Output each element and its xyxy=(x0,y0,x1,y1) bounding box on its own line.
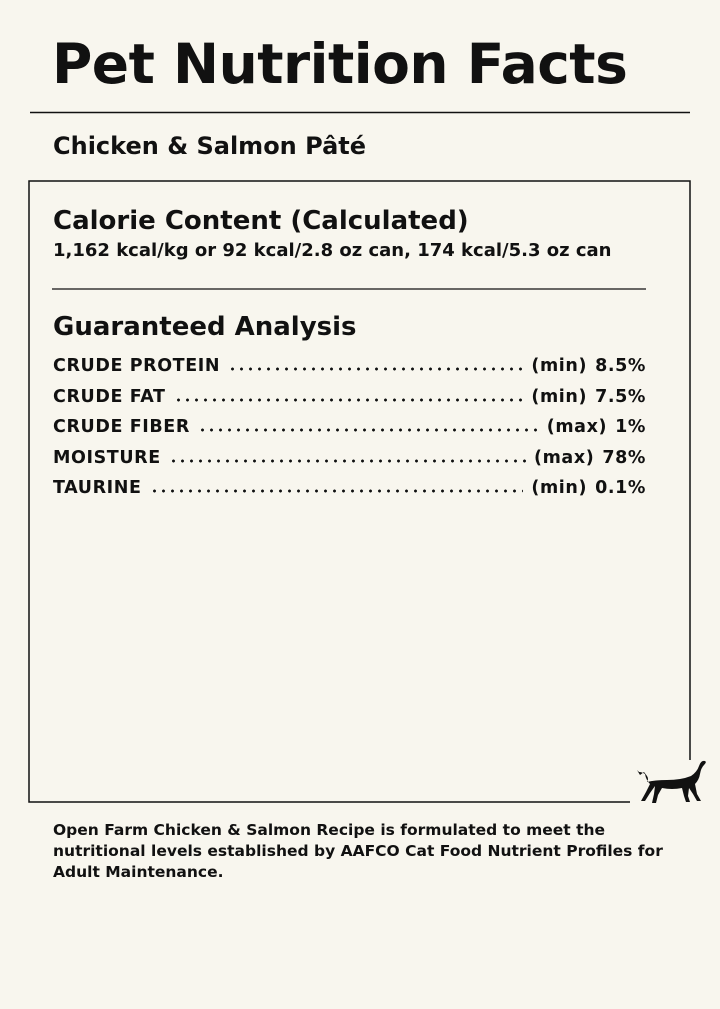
dot-leader xyxy=(168,458,526,463)
basis: (min) xyxy=(531,356,588,376)
analysis-row: MOISTURE (max) 78% xyxy=(53,448,646,479)
basis: (max) xyxy=(546,417,608,437)
panel-border xyxy=(28,180,691,803)
analysis-row: CRUDE FAT (min) 7.5% xyxy=(53,387,646,418)
dot-leader xyxy=(149,489,524,493)
cat-icon xyxy=(637,760,706,803)
dot-leader xyxy=(173,397,524,402)
analysis-row: CRUDE FIBER (max) 1% xyxy=(53,417,646,448)
nutrient: TAURINE xyxy=(53,478,142,498)
amount: 78% xyxy=(602,447,646,468)
subtitle: Chicken & Salmon Pâté xyxy=(53,132,367,160)
analysis-row: TAURINE (min) 0.1% xyxy=(53,478,646,509)
amount: 0.1% xyxy=(595,478,646,498)
basis: (min) xyxy=(531,386,588,407)
nutrient: CRUDE FIBER xyxy=(53,417,190,437)
dot-leader xyxy=(197,428,539,432)
title: Pet Nutrition Facts xyxy=(52,32,628,96)
section-title: Guaranteed Analysis xyxy=(53,312,357,342)
section-title: Calorie Content (Calculated) xyxy=(53,206,469,236)
analysis-table: CRUDE PROTEIN (min) 8.5% CRUDE FAT (min) 7.5%… xyxy=(53,356,646,509)
dot-leader xyxy=(228,367,524,371)
basis: (min) xyxy=(531,478,588,498)
amount: 7.5% xyxy=(595,386,646,407)
nutrient: CRUDE PROTEIN xyxy=(53,356,221,376)
nutrient: CRUDE FAT xyxy=(53,386,166,407)
amount: 8.5% xyxy=(595,356,646,376)
calorie-text: 1,162 kcal/kg or 92 kcal/2.8 oz can, 174… xyxy=(53,240,612,261)
analysis-row: CRUDE PROTEIN (min) 8.5% xyxy=(53,356,646,387)
nutrient: MOISTURE xyxy=(53,447,161,468)
footer-text: Open Farm Chicken & Salmon Recipe is for… xyxy=(53,821,663,881)
basis: (max) xyxy=(533,447,595,468)
amount: 1% xyxy=(615,417,646,437)
